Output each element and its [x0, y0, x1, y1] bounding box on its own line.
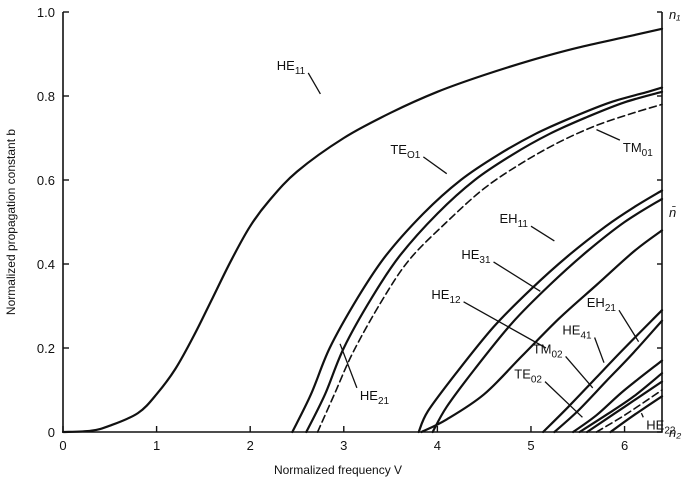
- leader-he22: [640, 412, 644, 418]
- leader-he41: [594, 337, 605, 363]
- label-subscript: 21: [605, 303, 617, 314]
- leader-he12: [463, 301, 547, 349]
- x-axis-title: Normalized frequency V: [274, 463, 402, 477]
- label-subscript: 21: [378, 396, 390, 407]
- label-base: TE: [514, 367, 531, 382]
- label-base: TE: [390, 142, 407, 157]
- label-eh21: EH21: [587, 295, 617, 314]
- label-base: HE: [646, 417, 664, 432]
- y-tick-label: 1.0: [37, 5, 55, 20]
- x-tick-label: 1: [153, 438, 160, 453]
- curve-tm02: [572, 359, 664, 434]
- y-tick-label: 0.2: [37, 341, 55, 356]
- y-tick-label: 0.6: [37, 173, 55, 188]
- curve-he22: [609, 395, 664, 434]
- mode-curves: [61, 27, 664, 434]
- label-base: EH: [500, 211, 518, 226]
- right-label-n1: n₁: [669, 7, 680, 22]
- leader-he31: [493, 261, 541, 292]
- leader-eh21: [618, 309, 640, 343]
- label-subscript: 41: [580, 331, 592, 342]
- label-tm01: TM01: [623, 140, 653, 159]
- label-leader-lines: [307, 72, 644, 418]
- leader-he11: [307, 72, 321, 95]
- x-tick-label: 2: [247, 438, 254, 453]
- label-subscript: 02: [531, 375, 543, 386]
- leader-te02: [544, 381, 583, 418]
- label-base: EH: [587, 295, 605, 310]
- y-tick-label: 0.4: [37, 257, 55, 272]
- curve-eh21: [542, 309, 664, 434]
- label-he22: HE22: [646, 417, 676, 436]
- label-base: HE: [562, 323, 580, 338]
- leader-eh11: [530, 225, 555, 242]
- curve-eh11: [417, 189, 664, 434]
- y-axis-ticks: 0 0.2 0.4 0.6 0.8 1.0: [37, 5, 662, 440]
- label-subscript: 02: [551, 349, 563, 360]
- curve-he21: [291, 86, 664, 434]
- label-base: HE: [431, 287, 449, 302]
- label-he41: HE41: [562, 323, 592, 342]
- label-base: HE: [277, 58, 295, 73]
- right-label-n2: n₂: [669, 425, 681, 440]
- label-tm02: TM02: [533, 341, 563, 360]
- label-subscript: 12: [449, 295, 461, 306]
- label-subscript: O1: [407, 150, 421, 161]
- x-tick-label: 4: [434, 438, 441, 453]
- label-he12: HE12: [431, 287, 461, 306]
- leader-te01: [422, 156, 448, 175]
- curve-he41: [553, 319, 664, 434]
- axes-frame: [62, 12, 663, 433]
- x-axis-ticks: 0 1 2 3 4 5 6: [59, 426, 628, 453]
- x-tick-label: 0: [59, 438, 66, 453]
- leader-tm01: [596, 129, 621, 141]
- y-tick-label: 0: [48, 425, 55, 440]
- y-axis-title: Normalized propagation constant b: [4, 129, 18, 315]
- plot-frame: [62, 12, 663, 433]
- label-eh11: EH11: [500, 211, 529, 230]
- label-base: HE: [461, 247, 479, 262]
- leader-tm02: [565, 355, 594, 389]
- right-label-nbar: n̄: [669, 205, 676, 220]
- label-subscript: 11: [295, 66, 306, 77]
- curve-te02-pair: [586, 380, 664, 434]
- label-subscript: 11: [518, 219, 529, 230]
- label-subscript: 31: [479, 255, 491, 266]
- label-subscript: 22: [664, 425, 676, 436]
- label-base: TM: [623, 140, 642, 155]
- y-tick-label: 0.8: [37, 89, 55, 104]
- label-he11: HE11: [277, 58, 306, 77]
- curve-te02: [578, 372, 664, 434]
- curve-he31: [431, 197, 664, 434]
- label-te02: TE02: [514, 367, 542, 386]
- curve-te02-dashed: [595, 389, 663, 433]
- leader-he21: [339, 343, 358, 389]
- curve-te01: [305, 90, 664, 434]
- x-tick-label: 5: [527, 438, 534, 453]
- label-base: TM: [533, 341, 552, 356]
- label-subscript: 01: [642, 148, 654, 159]
- x-tick-label: 6: [621, 438, 628, 453]
- label-he31: HE31: [461, 247, 491, 266]
- curve-he12: [420, 229, 664, 434]
- label-te01: TEO1: [390, 142, 420, 161]
- curve-he11: [61, 27, 664, 434]
- x-tick-label: 3: [340, 438, 347, 453]
- label-base: HE: [360, 388, 378, 403]
- label-he21: HE21: [360, 388, 390, 407]
- curve-tm01: [316, 103, 663, 433]
